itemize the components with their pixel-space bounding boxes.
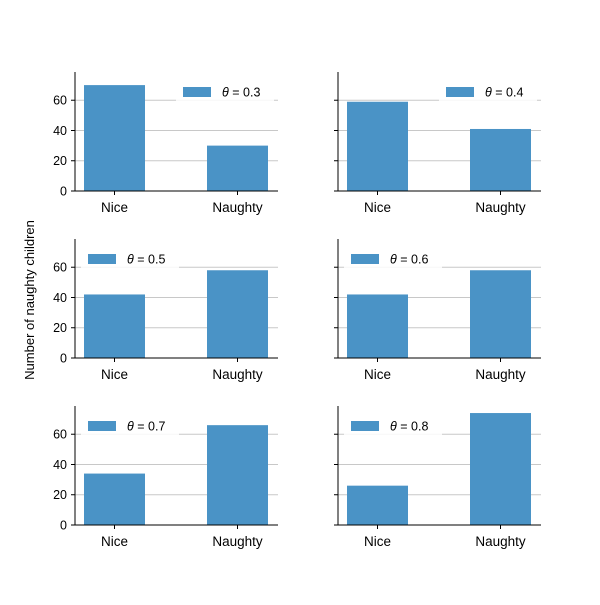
- x-tick-label: Nice: [101, 367, 128, 382]
- legend: θ = 0.5: [81, 246, 179, 272]
- bar-nice: [84, 294, 145, 358]
- y-tick-label: 0: [60, 352, 67, 366]
- bar-nice: [347, 101, 408, 191]
- y-tick-label: 60: [53, 94, 67, 108]
- legend-label: θ = 0.3: [222, 86, 260, 100]
- legend: θ = 0.6: [344, 246, 442, 272]
- x-tick-label: Naughty: [212, 367, 263, 382]
- legend-swatch: [351, 254, 379, 264]
- x-tick-label: Naughty: [212, 200, 263, 215]
- x-tick-label: Nice: [364, 534, 391, 549]
- subplot-1: 0 20 40 60 Nice Naughty θ = 0.3: [53, 72, 278, 215]
- legend-label: θ = 0.7: [127, 420, 165, 434]
- bar-nice: [347, 294, 408, 358]
- y-tick-label: 20: [53, 321, 67, 335]
- x-tick-label: Naughty: [212, 534, 263, 549]
- bar-naughty: [470, 270, 531, 358]
- legend: θ = 0.4: [439, 79, 537, 105]
- legend-label: θ = 0.4: [485, 86, 523, 100]
- y-tick-label: 0: [60, 519, 67, 533]
- bar-naughty: [207, 145, 268, 191]
- y-tick-label: 60: [53, 261, 67, 275]
- y-tick-label: 40: [53, 458, 67, 472]
- y-tick-label: 20: [53, 488, 67, 502]
- legend-swatch: [446, 87, 474, 97]
- legend: θ = 0.3: [176, 79, 274, 105]
- x-tick-label: Nice: [364, 367, 391, 382]
- x-tick-label: Naughty: [475, 367, 526, 382]
- y-tick-label: 20: [53, 154, 67, 168]
- subplot-3: 0 20 40 60 Nice Naughty θ = 0.5: [53, 239, 278, 382]
- bar-nice: [84, 473, 145, 525]
- bar-nice: [347, 485, 408, 525]
- y-axis-label: Number of naughty children: [22, 220, 37, 380]
- legend-label: θ = 0.5: [127, 253, 165, 267]
- legend: θ = 0.7: [81, 413, 179, 439]
- bar-nice: [84, 85, 145, 191]
- subplot-2: Nice Naughty θ = 0.4: [334, 72, 541, 215]
- x-tick-label: Naughty: [475, 534, 526, 549]
- subplot-5: 0 20 40 60 Nice Naughty θ = 0.7: [53, 406, 278, 549]
- legend-swatch: [183, 87, 211, 97]
- legend-label: θ = 0.8: [390, 420, 428, 434]
- legend-swatch: [351, 421, 379, 431]
- x-tick-label: Nice: [101, 534, 128, 549]
- bar-naughty: [470, 413, 531, 525]
- x-tick-label: Naughty: [475, 200, 526, 215]
- subplot-4: Nice Naughty θ = 0.6: [334, 239, 541, 382]
- bar-naughty: [207, 270, 268, 358]
- x-tick-label: Nice: [364, 200, 391, 215]
- y-tick-label: 40: [53, 291, 67, 305]
- subplot-6: Nice Naughty θ = 0.8: [334, 406, 541, 549]
- y-tick-label: 60: [53, 428, 67, 442]
- bar-naughty: [207, 425, 268, 525]
- legend-swatch: [88, 421, 116, 431]
- y-tick-label: 40: [53, 124, 67, 138]
- y-tick-label: 0: [60, 185, 67, 199]
- x-tick-label: Nice: [101, 200, 128, 215]
- legend: θ = 0.8: [344, 413, 442, 439]
- legend-label: θ = 0.6: [390, 253, 428, 267]
- bar-naughty: [470, 128, 531, 191]
- legend-swatch: [88, 254, 116, 264]
